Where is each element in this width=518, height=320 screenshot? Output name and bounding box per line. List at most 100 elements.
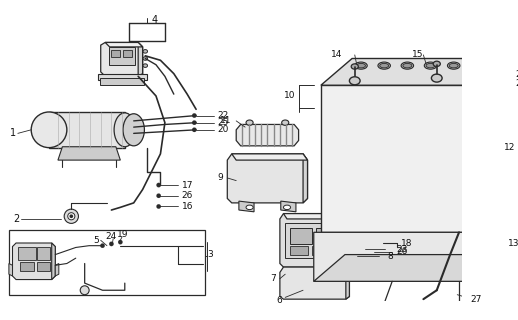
Ellipse shape — [246, 205, 253, 210]
Polygon shape — [280, 267, 350, 299]
Text: 27: 27 — [471, 295, 482, 304]
Polygon shape — [314, 205, 502, 281]
Ellipse shape — [143, 64, 148, 68]
Ellipse shape — [380, 63, 388, 68]
Polygon shape — [321, 59, 495, 85]
Polygon shape — [12, 243, 55, 280]
Ellipse shape — [372, 249, 377, 255]
Ellipse shape — [283, 205, 291, 210]
Bar — [312, 246, 330, 255]
Ellipse shape — [378, 62, 391, 69]
Polygon shape — [346, 213, 350, 267]
Text: 26: 26 — [397, 247, 408, 256]
Bar — [109, 47, 136, 65]
Text: 26: 26 — [182, 191, 193, 200]
Ellipse shape — [282, 120, 289, 125]
Ellipse shape — [401, 62, 413, 69]
Bar — [20, 262, 34, 271]
Polygon shape — [52, 243, 55, 280]
Text: 15: 15 — [412, 51, 423, 60]
Text: 10: 10 — [284, 92, 296, 100]
Polygon shape — [464, 59, 495, 232]
Text: 6: 6 — [276, 296, 282, 306]
Bar — [18, 247, 36, 260]
Polygon shape — [105, 43, 142, 47]
Ellipse shape — [503, 78, 509, 84]
Text: 21: 21 — [515, 70, 518, 79]
Ellipse shape — [64, 209, 78, 223]
Polygon shape — [236, 124, 298, 146]
Ellipse shape — [471, 62, 483, 69]
Text: 3: 3 — [208, 250, 213, 259]
Ellipse shape — [156, 204, 161, 209]
Ellipse shape — [143, 57, 148, 60]
Text: 16: 16 — [182, 202, 193, 211]
Polygon shape — [281, 201, 296, 212]
Text: 8: 8 — [388, 252, 394, 261]
Text: 25: 25 — [218, 118, 229, 127]
Text: 4: 4 — [151, 15, 157, 25]
Text: 9: 9 — [217, 173, 223, 182]
Ellipse shape — [356, 63, 366, 68]
Polygon shape — [346, 267, 350, 299]
Polygon shape — [239, 201, 254, 212]
Polygon shape — [98, 74, 147, 80]
Ellipse shape — [192, 128, 196, 132]
Ellipse shape — [80, 286, 89, 295]
Ellipse shape — [143, 50, 148, 53]
Ellipse shape — [192, 120, 196, 125]
Ellipse shape — [354, 254, 359, 259]
Ellipse shape — [472, 63, 481, 68]
Text: 20: 20 — [218, 125, 229, 134]
Ellipse shape — [433, 61, 440, 67]
Bar — [9, 230, 205, 295]
Polygon shape — [280, 213, 350, 267]
Text: 5: 5 — [93, 236, 99, 245]
Ellipse shape — [424, 62, 437, 69]
Text: 2: 2 — [13, 214, 20, 224]
Text: 24: 24 — [106, 232, 117, 241]
Bar — [290, 246, 308, 255]
Ellipse shape — [114, 113, 136, 147]
Ellipse shape — [351, 64, 358, 69]
Polygon shape — [285, 222, 343, 258]
Polygon shape — [283, 213, 350, 219]
Polygon shape — [303, 154, 308, 203]
Text: 23: 23 — [397, 245, 408, 254]
Polygon shape — [232, 154, 308, 160]
Polygon shape — [100, 43, 142, 76]
Bar — [316, 228, 339, 244]
Ellipse shape — [246, 120, 253, 125]
Text: 11: 11 — [220, 116, 232, 125]
Ellipse shape — [118, 240, 123, 244]
Ellipse shape — [350, 77, 360, 85]
Ellipse shape — [431, 74, 442, 82]
Ellipse shape — [123, 114, 145, 146]
Text: 12: 12 — [503, 143, 515, 152]
Ellipse shape — [156, 194, 161, 198]
Ellipse shape — [363, 247, 368, 252]
Ellipse shape — [449, 63, 458, 68]
Ellipse shape — [156, 183, 161, 187]
Text: 22: 22 — [218, 111, 229, 120]
Polygon shape — [55, 263, 59, 276]
Polygon shape — [138, 43, 142, 76]
Ellipse shape — [355, 62, 367, 69]
Text: 23: 23 — [515, 79, 518, 88]
Polygon shape — [321, 85, 464, 232]
Bar — [111, 50, 120, 57]
Ellipse shape — [31, 112, 67, 148]
Ellipse shape — [68, 213, 75, 220]
Ellipse shape — [403, 63, 412, 68]
Text: 18: 18 — [401, 238, 413, 247]
Text: 13: 13 — [508, 239, 518, 248]
Text: 7: 7 — [270, 274, 276, 283]
Text: 19: 19 — [117, 230, 129, 239]
Ellipse shape — [100, 244, 105, 248]
Polygon shape — [9, 263, 12, 276]
Bar — [37, 262, 50, 271]
Polygon shape — [314, 255, 502, 281]
Ellipse shape — [192, 113, 196, 118]
Text: 1: 1 — [10, 128, 16, 138]
Polygon shape — [227, 154, 308, 203]
